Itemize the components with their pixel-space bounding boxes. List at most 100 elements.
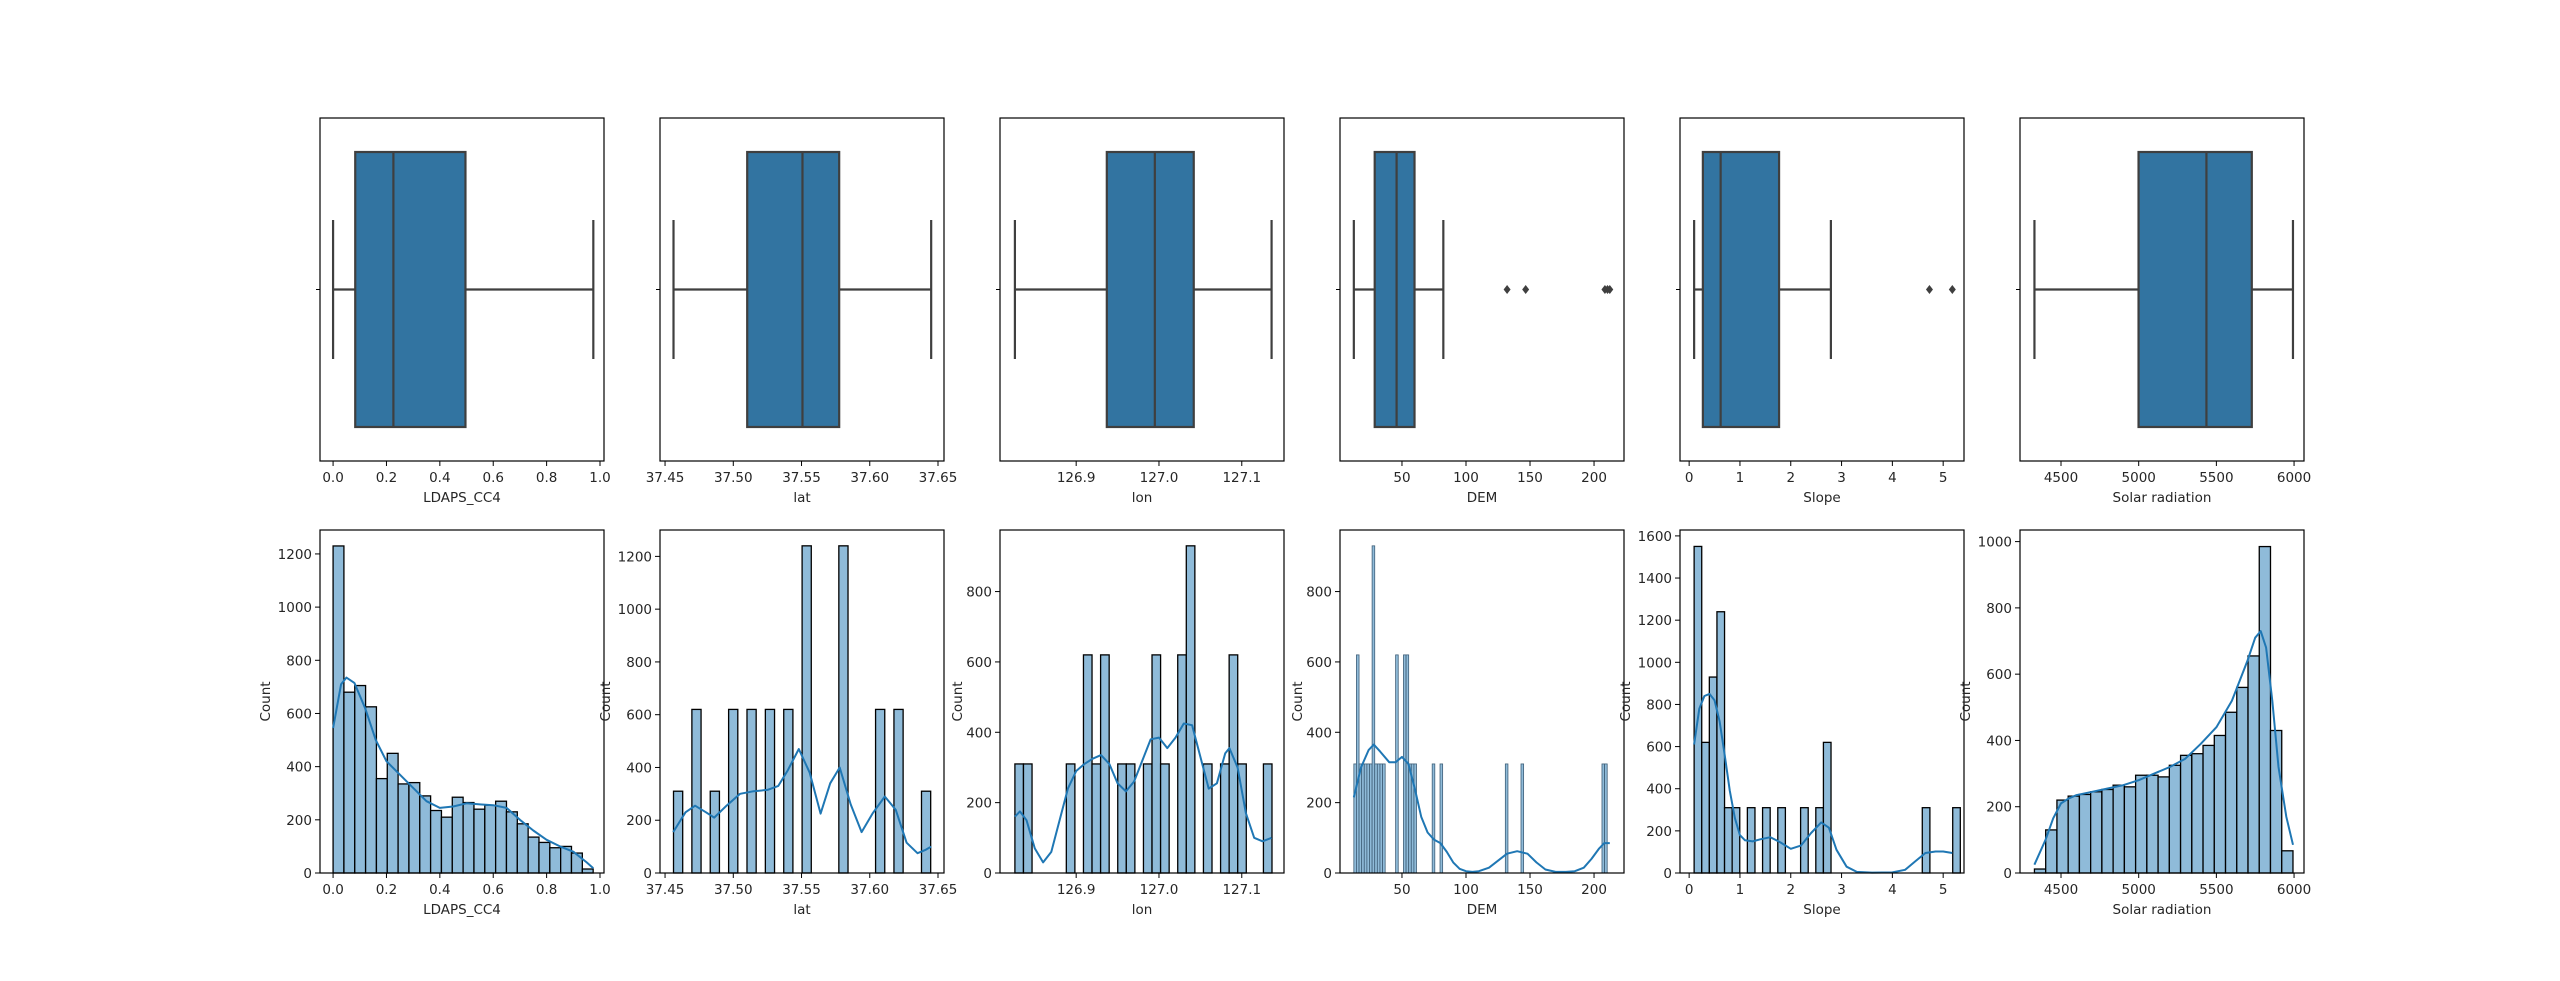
y-tick-label: 400 xyxy=(286,760,312,776)
y-tick-label: 0 xyxy=(2003,866,2012,882)
histogram-panel-solar-radiation: 0 200 400 600 800 1000 Count 4500 5000 5500 6000 So… xyxy=(1958,529,2311,918)
x-axis-label: Slope xyxy=(1803,490,1840,506)
x-tick-label: 37.50 xyxy=(714,882,753,898)
x-tick-label: 150 xyxy=(1517,470,1543,486)
axes-frame xyxy=(1679,529,1965,874)
x-axis-label: Solar radiation xyxy=(2113,490,2212,506)
histogram-bar xyxy=(727,708,739,874)
histogram-bar xyxy=(538,841,551,874)
histogram-bar xyxy=(1815,807,1825,874)
y-tick-label: 1000 xyxy=(278,600,312,616)
histogram-bar xyxy=(516,823,529,874)
histogram-bar xyxy=(2101,788,2114,874)
y-tick-label: 1200 xyxy=(278,547,312,563)
histogram-bar xyxy=(783,708,794,874)
histogram-bar xyxy=(1219,763,1230,874)
x-tick-label: 127.0 xyxy=(1140,470,1179,486)
y-axis-label: Count xyxy=(1958,681,1974,721)
histogram-bar xyxy=(440,816,453,874)
histogram-bar xyxy=(2179,754,2193,874)
x-tick-label: 5500 xyxy=(2199,470,2233,486)
histogram-bar xyxy=(1262,763,1273,874)
histogram-bar xyxy=(2090,791,2103,874)
x-tick-label: 1 xyxy=(1736,882,1745,898)
x-tick-label: 0.0 xyxy=(322,470,343,486)
x-tick-label: 4 xyxy=(1888,470,1897,486)
x-tick-label: 200 xyxy=(1581,470,1607,486)
histogram-bar xyxy=(1921,807,1931,874)
histogram-bar xyxy=(1014,763,1025,874)
histogram-bar xyxy=(920,790,932,874)
axes-frame xyxy=(999,529,1285,874)
histogram-bar xyxy=(1761,807,1771,874)
x-tick-label: 150 xyxy=(1517,882,1543,898)
histogram-bar xyxy=(2123,786,2137,874)
axes-frame xyxy=(999,117,1285,462)
y-tick-label: 400 xyxy=(1646,782,1672,798)
x-tick-label: 37.60 xyxy=(850,470,889,486)
y-axis-label: Count xyxy=(598,681,614,721)
y-tick-label: 800 xyxy=(966,585,992,601)
histogram-bar xyxy=(570,852,583,874)
x-tick-label: 126.9 xyxy=(1057,470,1096,486)
x-tick-label: 200 xyxy=(1581,882,1607,898)
y-tick-label: 0 xyxy=(1663,866,1672,882)
histogram-bar xyxy=(893,708,904,874)
x-tick-label: 50 xyxy=(1393,470,1410,486)
x-tick-label: 50 xyxy=(1393,882,1410,898)
x-tick-label: 37.55 xyxy=(782,882,821,898)
x-tick-label: 0.8 xyxy=(536,470,557,486)
histogram-bar xyxy=(364,706,378,874)
y-tick-label: 1000 xyxy=(618,602,652,618)
x-tick-label: 126.9 xyxy=(1057,882,1096,898)
x-tick-label: 3 xyxy=(1837,882,1846,898)
outlier-point xyxy=(1606,285,1614,294)
histogram-bar xyxy=(1185,545,1196,874)
histogram-bar xyxy=(709,790,721,874)
histogram-panel-dem: 0 200 400 600 800 Count 50 100 150 200 DEM xyxy=(1290,529,1625,918)
histogram-panel-ldaps-cc4: 0 200 400 600 800 1000 1200 Count 0.0 0.2 0.4 0.6 0.… xyxy=(258,529,611,918)
box-iqr xyxy=(1373,150,1416,429)
outlier-point xyxy=(1948,285,1956,294)
histogram-bar xyxy=(1731,807,1741,874)
histogram-bar xyxy=(2258,545,2272,874)
x-tick-label: 0.6 xyxy=(482,470,503,486)
histogram-bar xyxy=(1693,545,1703,874)
x-tick-label: 0 xyxy=(1685,470,1694,486)
x-tick-label: 37.65 xyxy=(919,882,958,898)
histogram-bar xyxy=(874,708,886,874)
histogram-bar xyxy=(354,684,367,874)
histogram-bar xyxy=(2281,850,2294,874)
histogram-bar xyxy=(2146,774,2159,874)
histogram-bar xyxy=(419,795,432,874)
y-tick-label: 1400 xyxy=(1638,571,1672,587)
y-tick-label: 400 xyxy=(626,760,652,776)
y-tick-label: 400 xyxy=(1986,733,2012,749)
y-tick-label: 0 xyxy=(643,866,652,882)
x-tick-label: 127.1 xyxy=(1222,470,1261,486)
histogram-bar xyxy=(838,545,849,874)
y-tick-label: 800 xyxy=(1646,697,1672,713)
histogram-bar xyxy=(1177,654,1187,874)
x-tick-label: 127.0 xyxy=(1140,882,1179,898)
histogram-panel-slope: 0 200 400 600 800 1000 1200 1400 1600 Count 0 1 2 3 4 5… xyxy=(1618,529,1965,918)
y-tick-label: 1200 xyxy=(618,549,652,565)
histogram-bar xyxy=(2056,799,2069,874)
histogram-bar xyxy=(1520,763,1525,874)
x-tick-label: 1 xyxy=(1736,470,1745,486)
axes-frame xyxy=(1339,117,1625,462)
histogram-bar xyxy=(484,804,497,874)
box-iqr xyxy=(1701,150,1781,429)
histogram-bar xyxy=(1099,654,1110,874)
boxplot-panel-slope: 0 1 2 3 4 5 Slope xyxy=(1676,117,1965,506)
boxplot-panel-ldaps-cc4: 0.0 0.2 0.4 0.6 0.8 1.0 LDAPS_CC4 xyxy=(316,117,611,506)
kde-line xyxy=(1014,722,1272,864)
histogram-bar xyxy=(527,836,540,874)
histogram-bar xyxy=(473,808,486,874)
histogram-bar xyxy=(549,847,562,874)
histogram-bar xyxy=(2157,776,2170,874)
x-axis-label: lon xyxy=(1132,902,1153,918)
y-tick-label: 800 xyxy=(626,655,652,671)
histogram-bar xyxy=(494,800,508,874)
histogram-bar xyxy=(2224,711,2238,874)
